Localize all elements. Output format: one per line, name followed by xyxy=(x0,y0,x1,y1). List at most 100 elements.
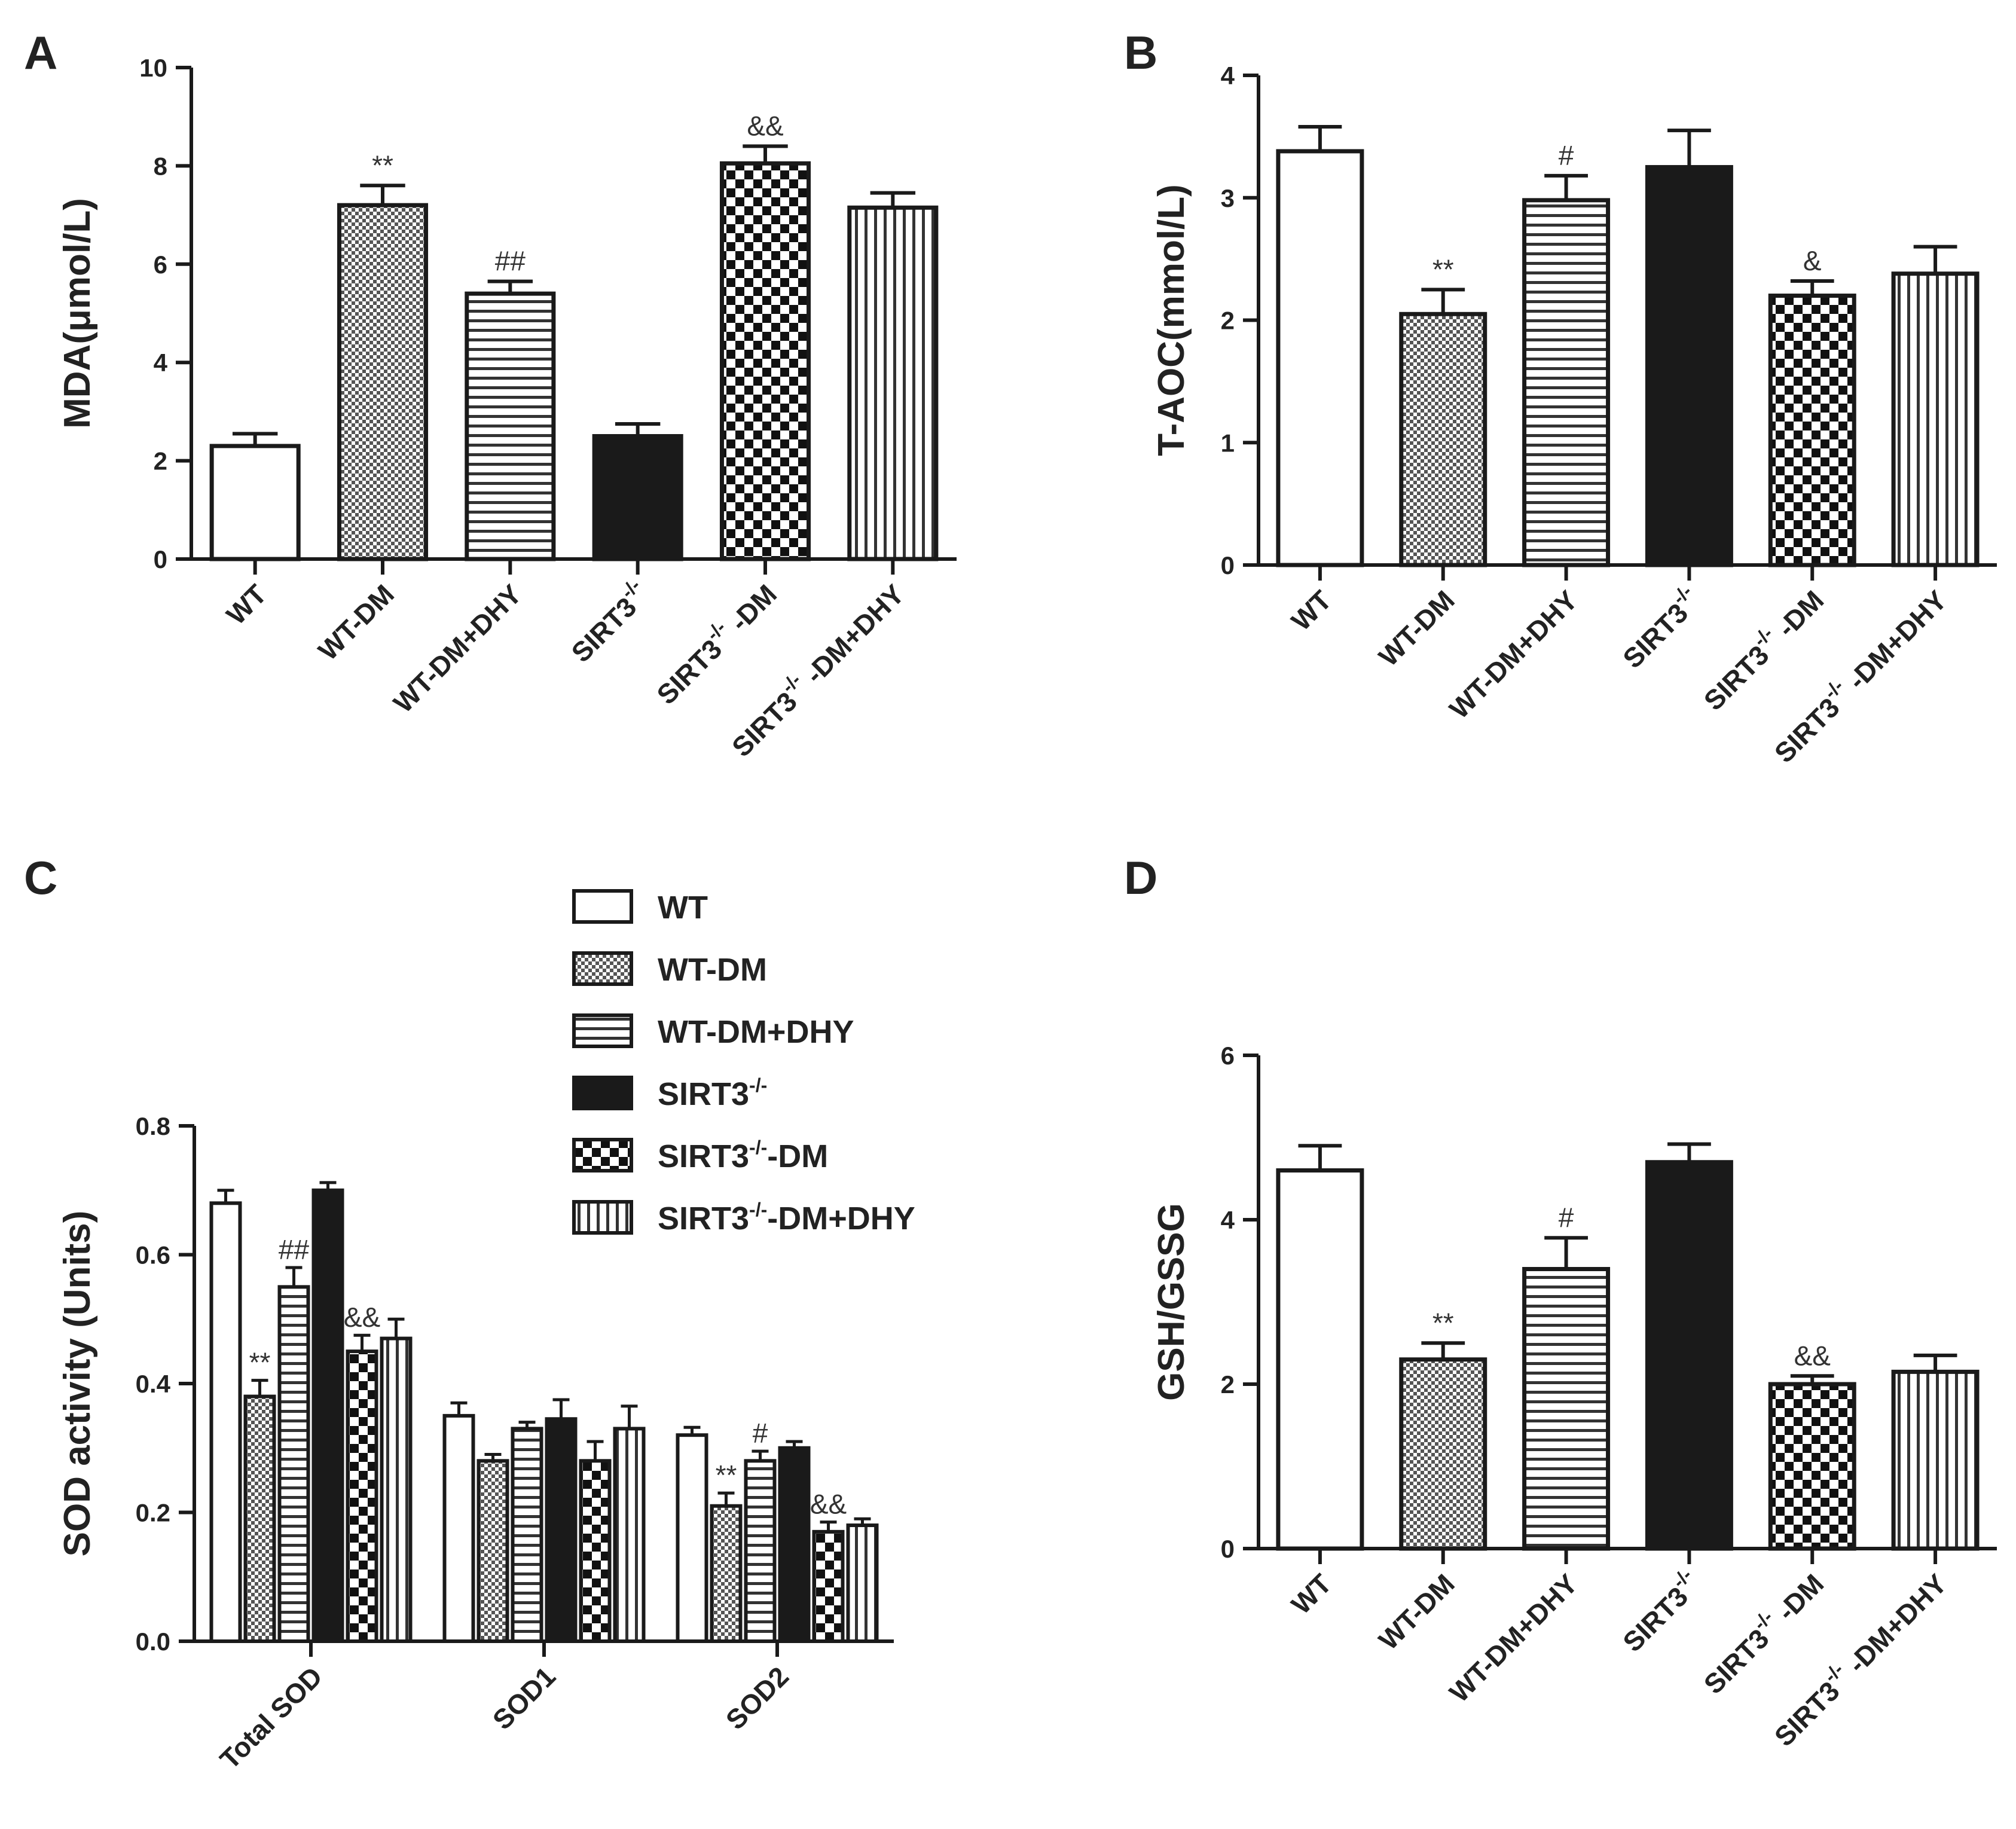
bar xyxy=(380,1336,413,1643)
legend-swatch xyxy=(572,1200,633,1235)
legend-swatch xyxy=(572,951,633,986)
bar xyxy=(1522,1267,1611,1551)
x-tick-label: SIRT3-/- xyxy=(561,575,655,668)
significance-mark: ** xyxy=(716,1459,737,1491)
x-tick-label: SIRT3-/- xyxy=(1613,581,1707,674)
bar xyxy=(442,1413,475,1643)
bar xyxy=(1399,1357,1487,1551)
x-tick-label: WT-DM+DHY xyxy=(1443,1568,1584,1708)
bar xyxy=(847,205,939,561)
bar xyxy=(311,1188,344,1643)
y-tick-label: 0.6 xyxy=(136,1241,170,1269)
x-tick-label: Total SOD xyxy=(213,1660,328,1775)
y-tick-label: 0.0 xyxy=(136,1628,170,1656)
bar xyxy=(1522,198,1611,567)
panel-b: B 0 1 2 3 4 T-AOC(mmol/L) WT ** WT-DM # WT-DM+DHY SI… xyxy=(1124,26,1997,769)
bar xyxy=(465,291,556,561)
bar xyxy=(592,434,683,561)
y-tick-label: 4 xyxy=(1221,62,1235,90)
significance-mark: ** xyxy=(1432,1307,1454,1338)
legend-swatch xyxy=(572,1076,633,1110)
bar xyxy=(579,1459,612,1644)
bar xyxy=(613,1427,646,1644)
significance-mark: # xyxy=(1559,140,1574,171)
bar xyxy=(812,1529,845,1643)
bar xyxy=(243,1394,276,1644)
y-tick-label: 4 xyxy=(1221,1206,1235,1234)
bar xyxy=(1645,1160,1733,1551)
y-tick-label: 0.8 xyxy=(136,1112,170,1140)
bar xyxy=(209,444,301,561)
legend-label: SIRT3-/--DM+DHY xyxy=(658,1199,915,1236)
bar xyxy=(1768,1382,1856,1551)
bar xyxy=(1645,165,1733,567)
x-tick-label: WT-DM xyxy=(312,578,400,666)
bar xyxy=(1399,312,1487,567)
x-tick-label: SIRT3-/- -DM xyxy=(1694,581,1829,716)
x-tick-label: SIRT3-/- xyxy=(1613,1564,1707,1658)
bar xyxy=(1768,294,1856,567)
y-tick-label: 10 xyxy=(139,54,167,82)
legend-label: SIRT3-/--DM xyxy=(658,1137,828,1174)
bar xyxy=(277,1285,310,1643)
significance-mark: && xyxy=(747,111,783,142)
bar xyxy=(476,1459,509,1644)
bar xyxy=(676,1433,708,1643)
y-tick-label: 4 xyxy=(154,349,168,377)
bar xyxy=(545,1417,578,1643)
bar xyxy=(346,1349,378,1643)
y-tick-label: 2 xyxy=(154,447,167,475)
y-tick-label: 8 xyxy=(154,152,167,180)
x-tick-label: WT-DM xyxy=(1373,584,1461,672)
x-tick-label: WT xyxy=(1285,1568,1337,1620)
y-tick-label: 0.2 xyxy=(136,1499,170,1527)
x-tick-label: WT-DM+DHY xyxy=(387,578,528,719)
bar xyxy=(710,1504,743,1644)
x-tick-label: WT-DM+DHY xyxy=(1443,584,1584,725)
y-axis-label: SOD activity (Units) xyxy=(57,1211,98,1557)
legend-label: WT-DM+DHY xyxy=(658,1014,854,1050)
y-tick-label: 6 xyxy=(1221,1042,1235,1070)
x-tick-label: SOD1 xyxy=(487,1660,561,1735)
x-tick-label: SOD2 xyxy=(720,1660,795,1735)
panel-letter: B xyxy=(1124,26,1157,79)
significance-mark: # xyxy=(753,1418,768,1449)
x-tick-label: WT xyxy=(220,578,272,630)
significance-mark: & xyxy=(1803,245,1822,276)
panel-letter: A xyxy=(24,26,57,79)
y-tick-label: 0.4 xyxy=(136,1370,171,1398)
legend-swatch xyxy=(572,1013,633,1048)
bar xyxy=(1891,1369,1980,1551)
y-tick-label: 1 xyxy=(1221,429,1235,457)
x-tick-label: SIRT3-/- -DM xyxy=(647,575,783,710)
x-tick-label: SIRT3-/- -DM xyxy=(1694,1564,1829,1700)
bar xyxy=(1891,271,1980,567)
y-tick-label: 6 xyxy=(154,251,167,279)
legend-label: SIRT3-/- xyxy=(658,1074,767,1112)
bar xyxy=(719,161,811,561)
bar xyxy=(511,1427,543,1644)
legend-swatch xyxy=(572,889,633,924)
significance-mark: ** xyxy=(249,1347,271,1378)
significance-mark: ** xyxy=(372,149,393,181)
bar xyxy=(846,1523,879,1644)
legend-swatch xyxy=(572,1138,633,1172)
significance-mark: ## xyxy=(279,1234,310,1265)
bar xyxy=(744,1459,777,1644)
panel-d: D 0 2 4 6 GSH/GSSG WT ** WT-DM # WT-DM+DHY SIRT3-/-… xyxy=(1124,851,1997,1752)
panel-a: A 0 2 4 6 8 10 MDA(μmol/L) WT ** WT-DM ## WT-DM+DHY S… xyxy=(24,26,957,763)
x-tick-label: WT-DM xyxy=(1373,1568,1461,1656)
bar xyxy=(1276,149,1364,567)
x-tick-label: WT xyxy=(1285,584,1337,636)
legend-label: WT-DM xyxy=(658,952,767,988)
significance-mark: && xyxy=(1794,1340,1831,1371)
significance-mark: ** xyxy=(1432,254,1454,285)
y-tick-label: 0 xyxy=(154,545,167,573)
y-tick-label: 0 xyxy=(1221,1535,1235,1563)
legend: WT WT-DM WT-DM+DHY SIRT3-/- SIRT3-/--DM SIRT3… xyxy=(572,889,915,1236)
y-tick-label: 2 xyxy=(1221,307,1235,335)
y-tick-label: 2 xyxy=(1221,1370,1235,1399)
bar xyxy=(1276,1168,1364,1551)
